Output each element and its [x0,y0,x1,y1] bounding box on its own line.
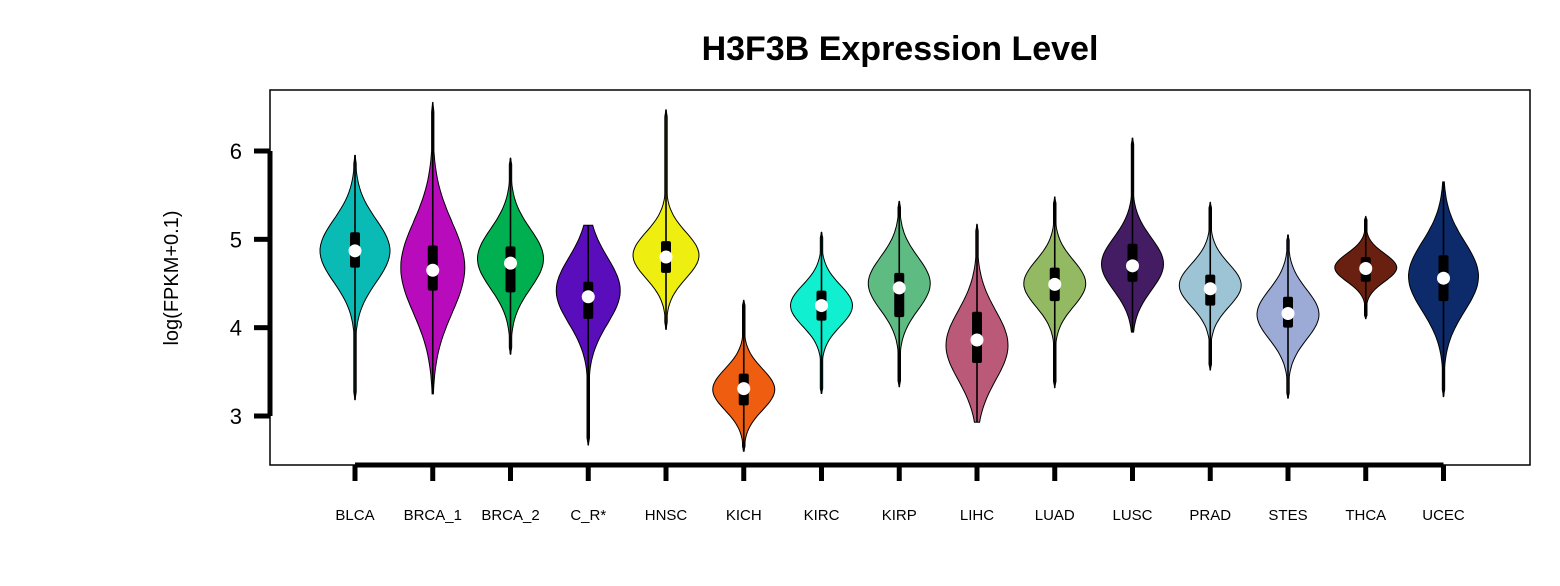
violin-median-point [737,382,751,396]
violin-median-point [348,244,362,258]
chart-title: H3F3B Expression Level [702,30,1099,68]
x-tick-label: LUSC [1112,507,1152,524]
y-axis: 3 4 5 6 [230,139,273,429]
violin-lusc [1100,137,1165,333]
x-tick-label: LIHC [960,507,994,524]
violin-prad [1178,201,1242,371]
x-tick-label: KIRC [804,507,840,524]
violin-stes [1256,234,1320,399]
violin-iqr-box [894,272,905,318]
violin-lihc [945,223,1009,423]
x-tick-label: KIRP [882,507,917,524]
y-tick-label: 3 [230,404,242,429]
y-tick-label: 6 [230,139,242,164]
violin-kich [712,299,776,452]
violin-blca [319,154,391,401]
violin-median-point [970,333,984,347]
y-axis-label: log(FPKM+0.1) [161,210,183,345]
violin-median-point [1203,282,1217,296]
violin-median-point [581,290,595,304]
x-tick-label: THCA [1345,507,1386,524]
violin-brca-2 [476,157,545,355]
y-tick-label: 5 [230,227,242,252]
x-tick-label: KICH [726,507,762,524]
x-tick-label: BRCA_2 [481,507,539,524]
violin-thca [1334,215,1398,320]
x-tick-label: LUAD [1035,507,1075,524]
violin-median-point [1359,261,1373,275]
x-axis: BLCA BRCA_1 BRCA_2 C_R* HNSC KICH KIRC KIRP LIHC… [335,462,1465,524]
violins-layer [319,101,1480,452]
x-tick-label: UCEC [1422,507,1465,524]
x-tick-label: BRCA_1 [404,507,462,524]
y-tick-label: 4 [230,316,242,341]
violin-median-point [504,256,517,270]
violin-median-point [1048,277,1062,291]
violin-luad [1023,196,1087,389]
violin-ucec [1407,181,1480,398]
x-tick-label: HNSC [645,507,688,524]
violin-median-point [1437,271,1450,285]
violin-brca-1 [400,101,466,395]
violin-median-point [1126,259,1139,273]
violin-kirc [789,231,854,395]
violin-median-point [892,281,906,295]
violin-median-point [1281,307,1295,321]
violin-c-r [555,224,621,446]
x-tick-label: PRAD [1189,507,1231,524]
violin-median-point [815,299,828,313]
x-tick-label: BLCA [335,507,374,524]
x-tick-label: STES [1268,507,1307,524]
x-tick-label: C_R* [570,507,606,524]
violin-median-point [659,250,673,264]
violin-hnsc [632,109,700,330]
violin-median-point [426,263,440,277]
violin-kirp [867,200,931,388]
